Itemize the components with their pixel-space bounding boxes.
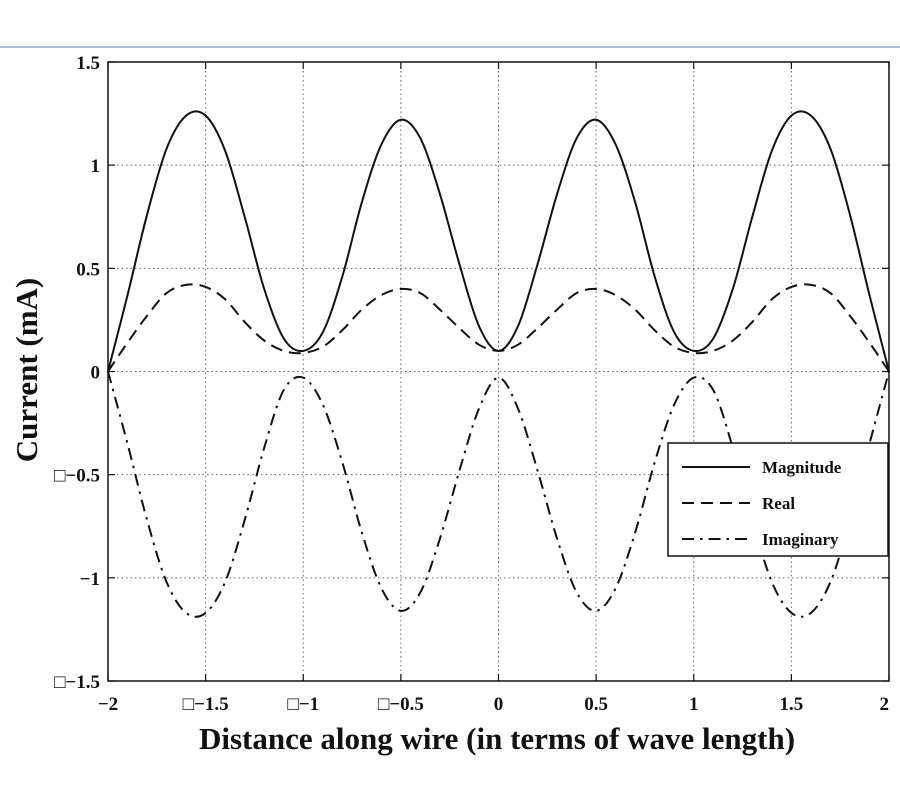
x-tick-label: 0 (494, 694, 504, 715)
x-tick-label: □−1 (287, 694, 319, 715)
x-axis-title: Distance along wire (in terms of wave le… (199, 721, 795, 756)
y-axis-title: Current (mA) (9, 278, 44, 463)
y-tick-label: −1 (80, 569, 100, 590)
x-tick-label: 1 (689, 694, 699, 715)
legend-label-real: Real (762, 494, 795, 513)
y-tick-label: □−0.5 (54, 466, 100, 487)
x-tick-label: □−1.5 (183, 694, 229, 715)
legend-label-magnitude: Magnitude (762, 458, 842, 477)
y-tick-label: □−1.5 (54, 672, 100, 693)
y-tick-label: 0 (91, 363, 101, 384)
y-tick-label: 0.5 (76, 259, 100, 280)
y-tick-labels: 1.5 1 0.5 0 □−0.5 −1 □−1.5 (54, 53, 100, 693)
x-tick-label: 2 (880, 694, 890, 715)
grid (108, 62, 889, 681)
legend-label-imaginary: Imaginary (762, 530, 839, 549)
legend: Magnitude Real Imaginary (668, 443, 888, 556)
x-tick-label: □−0.5 (378, 694, 424, 715)
x-tick-labels: −2 □−1.5 □−1 □−0.5 0 0.5 1 1.5 2 (98, 694, 889, 715)
x-tick-label: 1.5 (780, 694, 804, 715)
y-tick-label: 1 (91, 156, 101, 177)
x-tick-label: −2 (98, 694, 118, 715)
x-tick-label: 0.5 (584, 694, 608, 715)
y-tick-label: 1.5 (76, 53, 100, 74)
